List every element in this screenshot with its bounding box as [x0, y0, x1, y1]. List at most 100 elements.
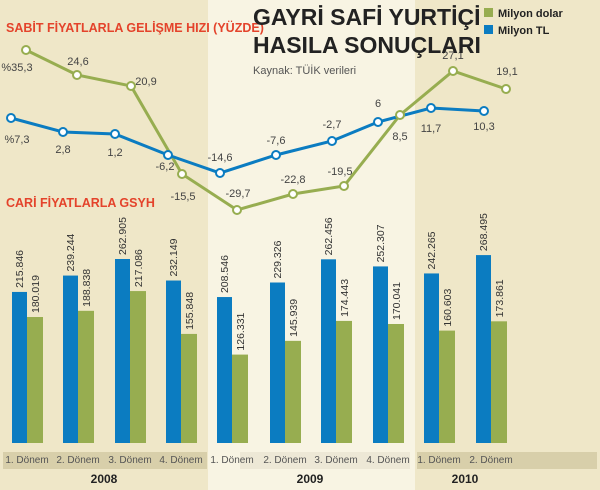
bar-label-tl: 252.307: [375, 224, 387, 262]
point-dollar: [126, 81, 136, 91]
point-label-dollar: 8,5: [392, 131, 407, 143]
bar-tl: [424, 273, 439, 443]
category-label: 4. Dönem: [366, 455, 409, 466]
year-label: 2009: [297, 472, 324, 486]
bar-label-dollar: 160.603: [442, 288, 454, 326]
legend-swatch-dollar: [484, 8, 493, 17]
point-tl: [110, 129, 120, 139]
category-strip: [417, 452, 597, 469]
line-dollar: [25, 48, 507, 212]
bar-tl: [373, 266, 388, 443]
point-label-dollar: -29,7: [225, 188, 250, 200]
bar-label-dollar: 180.019: [30, 275, 42, 313]
bar-label-tl: 268.495: [478, 213, 490, 251]
category-strip: [3, 452, 207, 469]
point-label-tl: 11,7: [421, 123, 442, 135]
point-tl: [426, 103, 436, 113]
bar-tl: [217, 297, 232, 443]
legend-swatch-tl: [484, 25, 493, 34]
category-label: 3. Dönem: [314, 455, 357, 466]
bar-tl: [321, 259, 336, 443]
point-tl: [373, 117, 383, 127]
bar-label-dollar: 145.939: [288, 299, 300, 337]
bar-label-dollar: 155.848: [184, 292, 196, 330]
category-label: 2. Dönem: [263, 455, 306, 466]
point-label-dollar: %35,3: [1, 62, 32, 74]
year-label: 2010: [452, 472, 479, 486]
bar-label-tl: 215.846: [14, 250, 26, 288]
bar-dollar: [491, 321, 507, 443]
bar-label-tl: 262.456: [323, 217, 335, 255]
bar-tl: [63, 275, 78, 443]
point-dollar: [72, 70, 82, 80]
bar-dollar: [439, 330, 455, 443]
point-tl: [163, 150, 173, 160]
point-label-tl: %7,3: [4, 134, 29, 146]
point-label-tl: -7,6: [267, 135, 286, 147]
bar-label-tl: 232.149: [168, 238, 180, 276]
bar-label-dollar: 126.331: [235, 312, 247, 350]
bar-tl: [12, 291, 27, 443]
bar-label-dollar: 173.861: [494, 279, 506, 317]
bar-label-tl: 208.546: [219, 255, 231, 293]
title-line-1: GAYRİ SAFİ YURTİÇİ: [253, 4, 480, 30]
category-label: 1. Dönem: [210, 455, 253, 466]
point-tl: [479, 106, 489, 116]
category-label: 2. Dönem: [56, 455, 99, 466]
bar-dollar: [78, 310, 94, 443]
legend-label-tl: Milyon TL: [498, 25, 550, 37]
point-dollar: [288, 189, 298, 199]
point-label-dollar: -22,8: [280, 174, 305, 186]
bar-dollar: [336, 320, 352, 443]
bar-label-dollar: 170.041: [391, 282, 403, 320]
line-chart-title: SABİT FİYATLARLA GELİŞME HIZI (YÜZDE): [6, 20, 264, 35]
bar-dollar: [285, 340, 301, 443]
category-strip: [240, 452, 410, 469]
category-label: 4. Dönem: [159, 455, 202, 466]
point-label-dollar: 19,1: [496, 66, 517, 78]
bar-tl: [115, 259, 130, 443]
point-label-tl: -14,6: [207, 152, 232, 164]
point-label-dollar: -15,5: [170, 191, 195, 203]
bar-dollar: [130, 291, 146, 443]
point-label-tl: 6: [375, 98, 381, 110]
bar-label-dollar: 217.086: [133, 249, 145, 287]
bar-label-dollar: 174.443: [339, 279, 351, 317]
point-label-tl: -2,7: [323, 119, 342, 131]
bar-dollar: [232, 354, 248, 443]
point-dollar: [448, 66, 458, 76]
point-dollar: [501, 84, 511, 94]
bar-dollar: [388, 323, 404, 443]
bar-label-tl: 262.905: [117, 217, 129, 255]
point-tl: [327, 136, 337, 146]
point-label-tl: 10,3: [473, 121, 494, 133]
bar-dollar: [27, 317, 43, 443]
category-label: 1. Dönem: [5, 455, 48, 466]
point-dollar: [395, 110, 405, 120]
point-dollar: [177, 169, 187, 179]
point-tl: [58, 127, 68, 137]
source-note: Kaynak: TÜİK verileri: [253, 64, 356, 77]
bar-label-tl: 239.244: [65, 233, 77, 271]
bar-label-dollar: 188.838: [81, 269, 93, 307]
point-label-dollar: -19,5: [327, 166, 352, 178]
point-label-dollar: 20,9: [135, 76, 156, 88]
year-label: 2008: [91, 472, 118, 486]
legend-label-dollar: Milyon dolar: [498, 8, 564, 20]
bar-chart-title: CARİ FİYATLARLA GSYH: [6, 195, 155, 210]
bar-dollar: [181, 333, 197, 443]
category-label: 2. Dönem: [469, 455, 512, 466]
point-dollar: [21, 45, 31, 55]
point-label-tl: -6,2: [156, 161, 175, 173]
point-label-dollar: 24,6: [67, 56, 88, 68]
point-label-tl: 1,2: [107, 147, 122, 159]
point-dollar: [232, 205, 242, 215]
point-label-dollar: 27,1: [442, 50, 463, 62]
point-tl: [215, 168, 225, 178]
point-tl: [271, 150, 281, 160]
bar-tl: [166, 280, 181, 443]
bar-tl: [270, 282, 285, 443]
bar-tl: [476, 255, 491, 443]
